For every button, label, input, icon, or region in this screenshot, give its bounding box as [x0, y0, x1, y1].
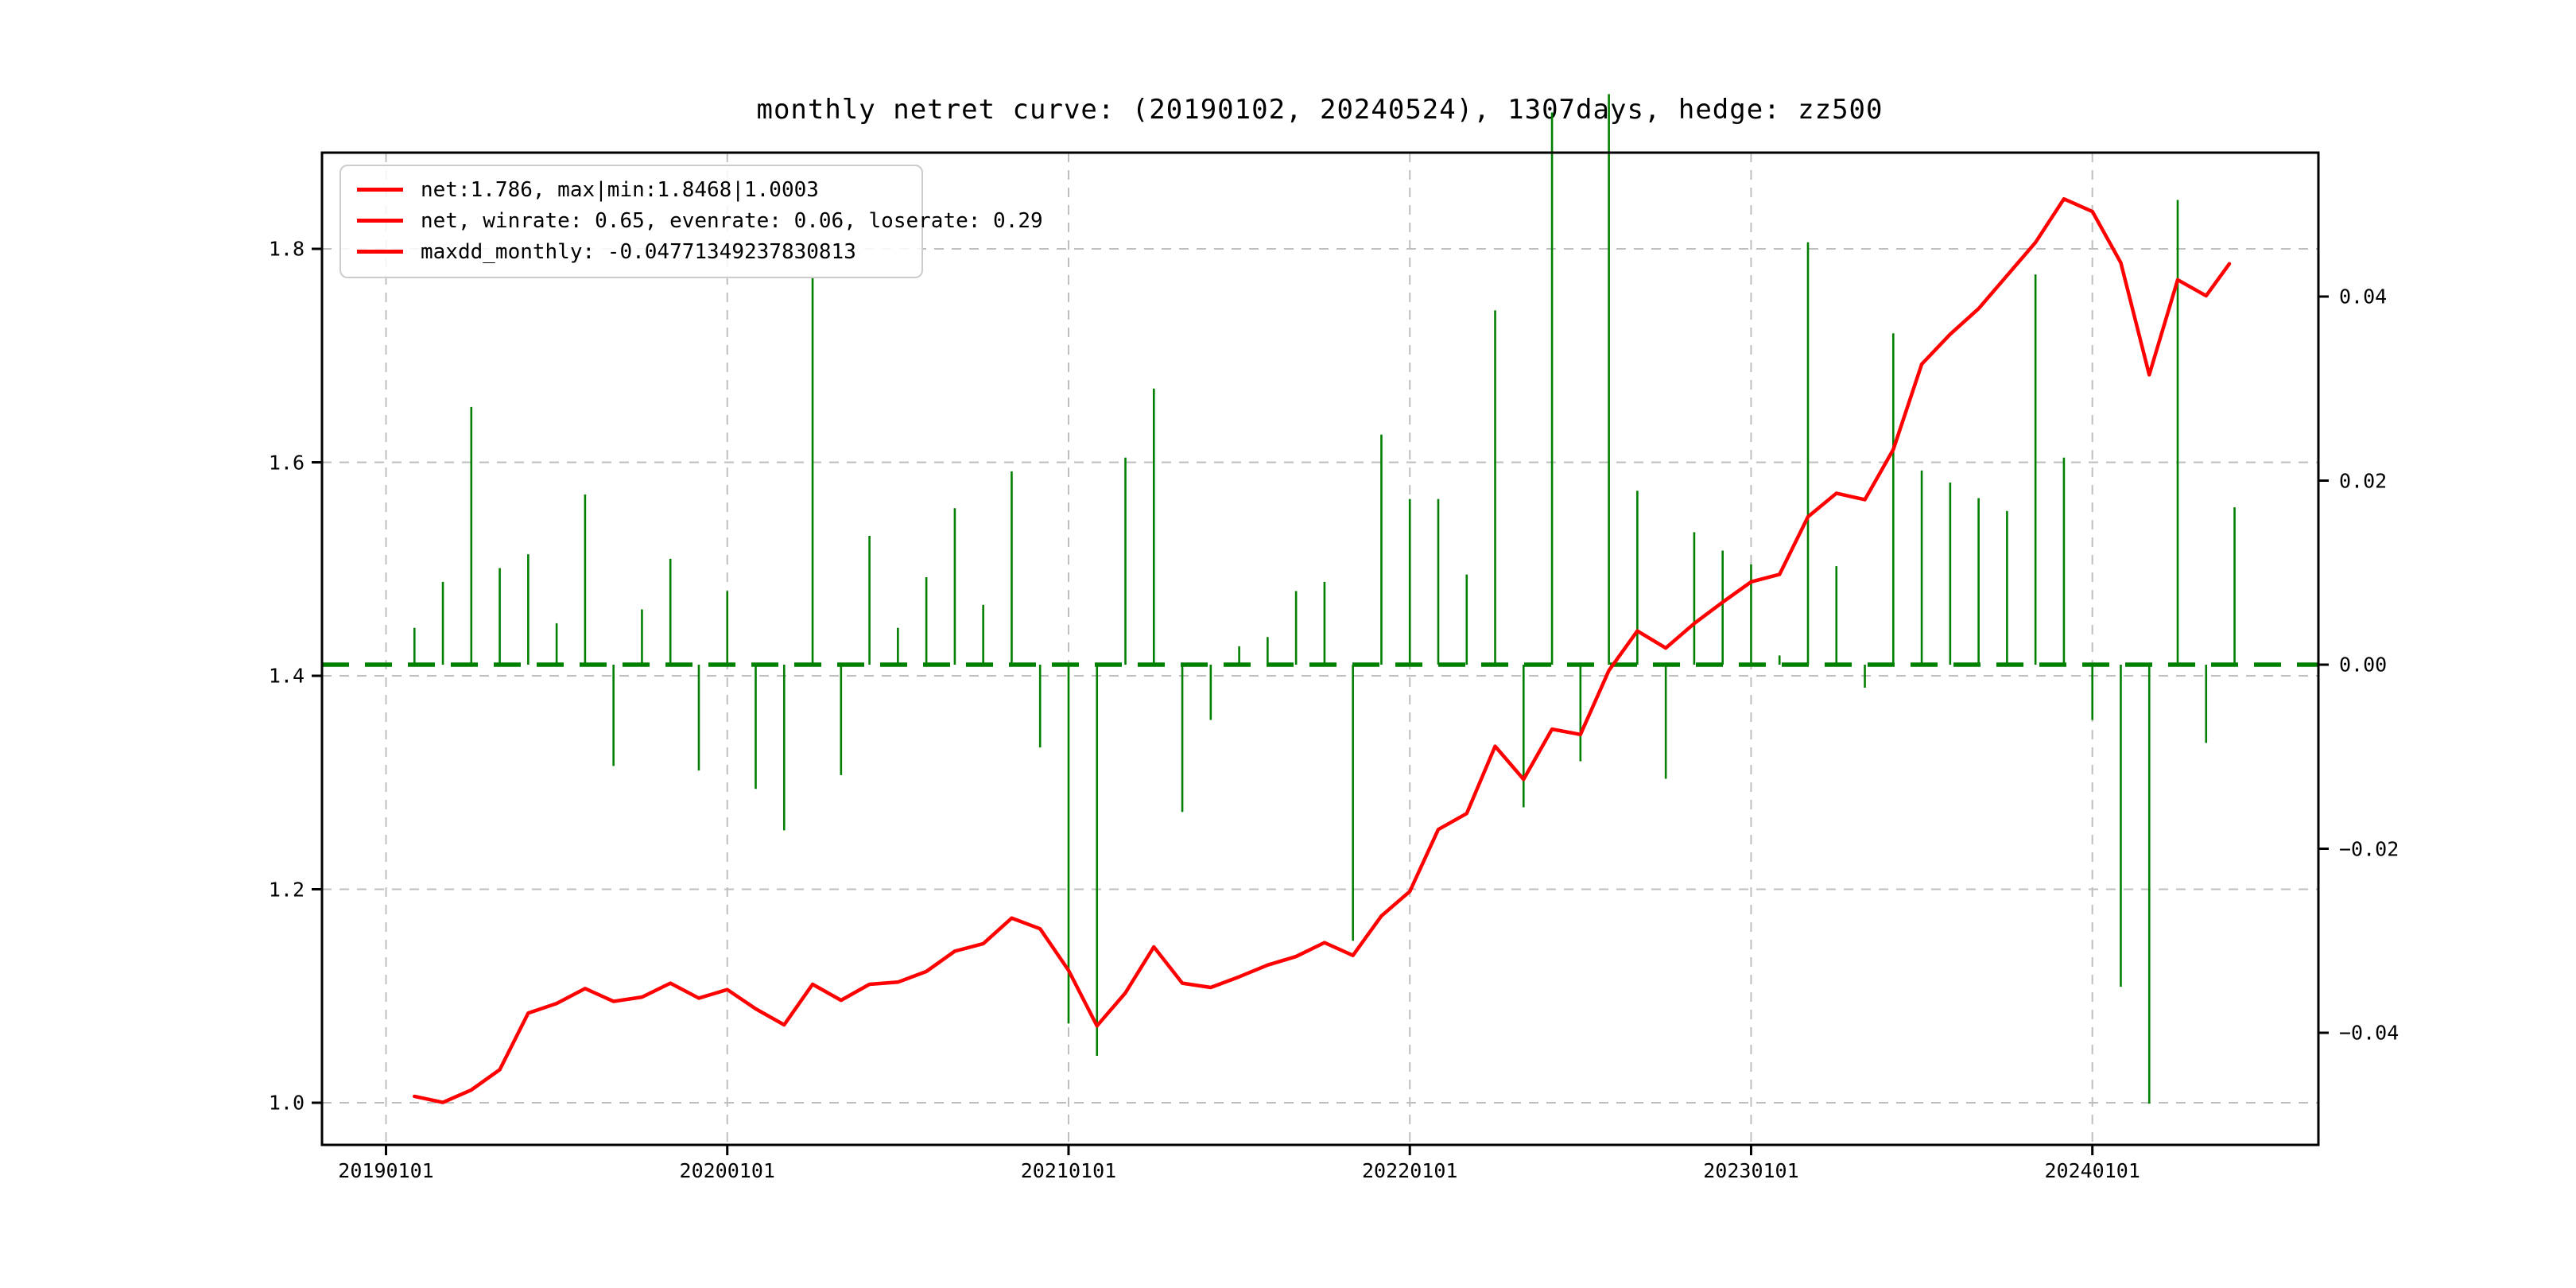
right-axis-tick-label: 0.04: [2339, 285, 2388, 308]
legend-item-winrate: net, winrate: 0.65, evenrate: 0.06, lose…: [341, 205, 1043, 236]
axes-frame: [320, 151, 2320, 1146]
red-line-swatch-icon: [357, 188, 403, 192]
legend-item-label: maxdd_monthly: -0.04771349237830813: [421, 239, 856, 264]
chart-title: monthly netret curve: (20190102, 2024052…: [756, 94, 1884, 126]
right-axis-tick-label: −0.02: [2339, 837, 2399, 860]
x-axis-tick-label: 20240101: [2044, 1159, 2140, 1182]
right-axis-tick-label: 0.00: [2339, 653, 2388, 677]
left-axis-tick-label: 1.2: [268, 878, 305, 901]
right-axis-tick-label: −0.04: [2339, 1021, 2399, 1045]
net-curve: [413, 196, 2232, 1104]
x-axis-tick-label: 20200101: [679, 1159, 775, 1182]
legend-item-net: net:1.786, max|min:1.8468|1.0003: [341, 174, 921, 205]
red-line-swatch-icon: [357, 219, 403, 223]
left-axis-tick-label: 1.8: [268, 237, 305, 261]
x-axis-tick-label: 20190101: [338, 1159, 434, 1182]
right-axis-tick-label: 0.02: [2339, 469, 2388, 492]
left-axis-tick-label: 1.6: [268, 451, 305, 474]
legend-item-label: net, winrate: 0.65, evenrate: 0.06, lose…: [421, 208, 1043, 233]
red-line-swatch-icon: [357, 250, 403, 254]
left-axis-tick-label: 1.0: [268, 1091, 305, 1115]
legend-box: net:1.786, max|min:1.8468|1.0003 net, wi…: [339, 165, 1043, 278]
left-axis-tick-label: 1.4: [268, 664, 305, 688]
x-axis-tick-label: 20230101: [1703, 1159, 1799, 1182]
legend-item-maxdd: maxdd_monthly: -0.04771349237830813: [341, 236, 921, 267]
legend-item-label: net:1.786, max|min:1.8468|1.0003: [421, 177, 819, 202]
x-axis-tick-label: 20220101: [1362, 1159, 1458, 1182]
x-axis-tick-label: 20210101: [1020, 1159, 1117, 1182]
